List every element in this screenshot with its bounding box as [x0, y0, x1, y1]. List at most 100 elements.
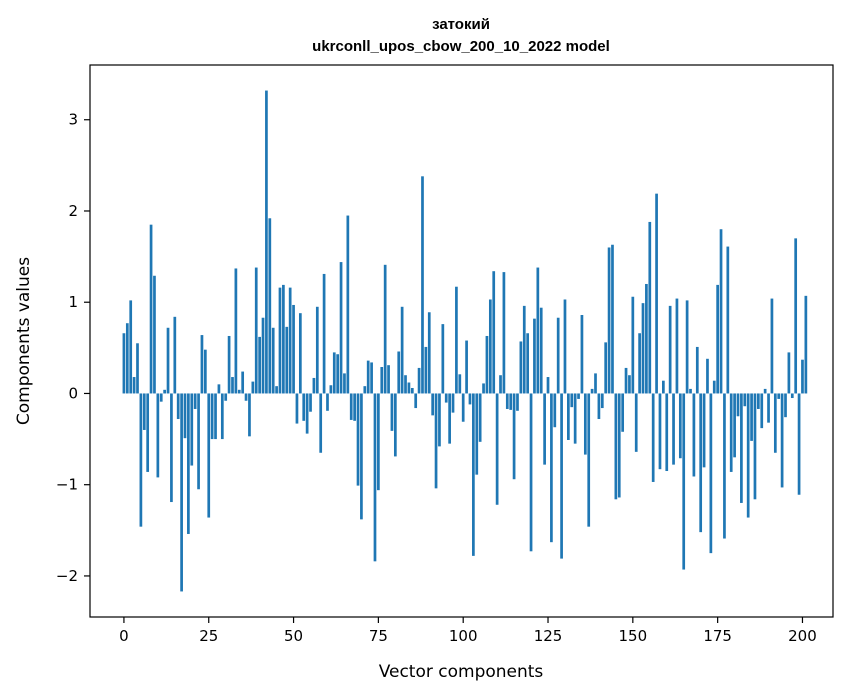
bar-177: [723, 393, 726, 539]
bar-186: [753, 393, 757, 500]
bar-30: [224, 393, 228, 401]
bar-84: [407, 382, 411, 394]
bar-27: [214, 393, 217, 440]
bar-132: [570, 393, 574, 408]
bar-44: [271, 327, 275, 394]
bar-183: [743, 393, 747, 407]
y-tick-label: −1: [56, 476, 78, 494]
bar-102: [468, 393, 472, 405]
bar-91: [431, 393, 435, 416]
bar-38: [251, 381, 255, 394]
bar-199: [797, 393, 801, 495]
bar-93: [438, 393, 441, 447]
bar-3: [132, 377, 136, 394]
bar-75: [377, 393, 380, 491]
bar-188: [760, 393, 764, 429]
bar-159: [662, 380, 665, 394]
bar-111: [499, 375, 502, 394]
y-tick-label: 2: [68, 202, 78, 220]
bar-4: [136, 343, 139, 394]
bars-group: [122, 90, 808, 592]
bar-105: [478, 393, 482, 442]
bar-78: [387, 365, 390, 394]
bar-115: [512, 393, 516, 480]
bar-49: [288, 287, 292, 394]
bar-166: [685, 300, 689, 394]
bar-82: [400, 306, 404, 394]
bar-165: [682, 393, 686, 570]
bar-100: [461, 393, 465, 422]
bar-189: [763, 388, 767, 394]
bar-21: [193, 393, 197, 409]
bar-112: [502, 272, 506, 394]
bar-50: [292, 304, 295, 394]
bar-47: [282, 284, 285, 394]
bar-141: [600, 393, 604, 409]
bar-138: [590, 388, 594, 394]
bar-81: [397, 351, 401, 394]
bar-59: [322, 273, 326, 394]
bar-5: [139, 393, 143, 527]
bar-118: [522, 305, 526, 394]
bar-180: [733, 393, 736, 458]
bar-158: [658, 393, 662, 470]
bar-156: [651, 393, 655, 482]
bar-69: [356, 393, 360, 486]
bar-108: [488, 299, 492, 394]
bar-134: [577, 393, 580, 399]
bar-113: [505, 393, 509, 409]
bar-83: [404, 375, 407, 394]
bar-197: [790, 393, 794, 399]
bar-200: [801, 359, 804, 394]
bar-110: [495, 393, 499, 505]
bar-42: [265, 90, 268, 394]
bar-107: [485, 335, 489, 394]
bar-14: [170, 393, 173, 503]
bar-16: [176, 393, 180, 420]
bar-70: [360, 393, 363, 520]
bar-17: [180, 393, 183, 592]
x-tick-label: 50: [284, 627, 303, 645]
bar-109: [492, 271, 496, 394]
bar-174: [712, 380, 716, 394]
bar-124: [543, 393, 546, 465]
bar-8: [149, 224, 153, 394]
x-tick-label: 150: [619, 627, 648, 645]
bar-15: [173, 316, 177, 394]
bar-25: [207, 393, 211, 518]
bar-62: [332, 352, 336, 394]
bar-36: [244, 393, 248, 401]
bar-9: [153, 275, 156, 394]
bar-154: [645, 283, 648, 394]
bar-58: [319, 393, 323, 453]
bar-162: [672, 393, 675, 465]
bar-167: [689, 388, 692, 394]
bar-51: [295, 393, 299, 424]
bar-72: [366, 360, 370, 394]
bar-61: [329, 385, 333, 394]
bar-182: [740, 393, 743, 503]
bar-123: [539, 307, 543, 394]
bar-114: [509, 393, 513, 410]
x-tick-label: 25: [199, 627, 218, 645]
bar-126: [550, 393, 553, 543]
bar-76: [380, 367, 384, 394]
x-tick-label: 175: [703, 627, 732, 645]
bar-136: [583, 393, 587, 455]
bar-60: [326, 393, 329, 411]
bar-147: [621, 393, 625, 432]
bar-144: [611, 244, 614, 394]
bar-125: [546, 377, 550, 394]
bar-192: [773, 393, 777, 453]
bar-130: [563, 299, 567, 394]
bar-29: [220, 393, 224, 440]
x-tick-label: 125: [534, 627, 563, 645]
bar-103: [472, 393, 475, 556]
bar-37: [248, 393, 251, 437]
bar-117: [519, 341, 523, 394]
bar-22: [197, 393, 200, 490]
bar-71: [363, 386, 367, 394]
bar-88: [421, 176, 424, 394]
bar-155: [648, 221, 652, 394]
